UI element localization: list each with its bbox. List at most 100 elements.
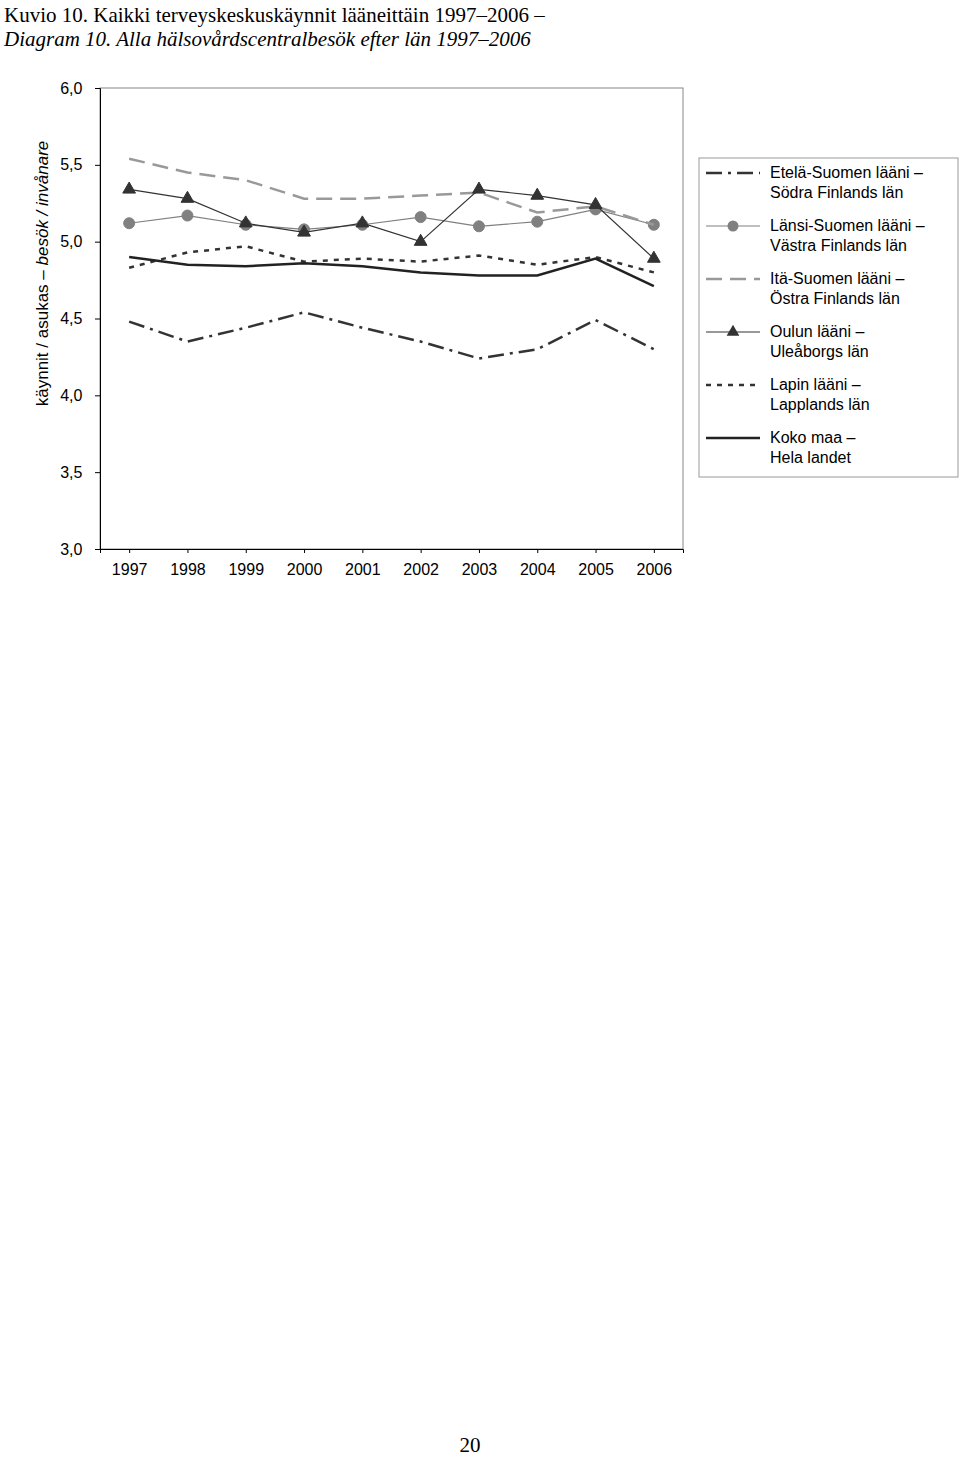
legend-label: Etelä-Suomen lääni –Södra Finlands län [770,164,923,201]
x-tick: 2004 [520,549,556,578]
y-tick-label: 4,5 [60,310,82,327]
x-tick-mark [129,549,130,553]
series-marker [415,212,426,223]
x-tick-label: 2004 [520,561,556,578]
x-tick: 2005 [578,549,614,578]
title: Kuvio 10. Kaikki terveyskeskuskäynnit lä… [4,3,545,27]
x-tick: 2006 [637,549,673,578]
x-tick-label: 2003 [462,561,498,578]
series-marker [532,216,543,227]
series-marker [414,234,427,245]
legend-marker [727,325,740,336]
series-marker [239,216,252,227]
subtitle: Diagram 10. Alla hälsovårdscentralbesök … [3,27,531,51]
x-tick: 2000 [287,549,323,578]
series-marker [589,197,602,208]
legend-swatch [706,384,760,387]
plot-area [123,159,660,359]
x-tick-mark [421,549,422,553]
legend: Etelä-Suomen lääni –Södra Finlands län Lä… [699,158,958,477]
series-marker [647,251,660,262]
legend-box [699,158,958,477]
y-tick-label: 4,0 [60,387,82,404]
x-tick-label: 1999 [228,561,264,578]
legend-item: Itä-Suomen lääni –Östra Finlands län [706,270,904,307]
y-tick-mark [95,319,100,320]
plot-frame [100,88,683,549]
series-marker [473,221,484,232]
x-tick: 2002 [403,549,439,578]
x-tick: 1999 [228,549,264,578]
series-marker [473,182,486,193]
legend-item: Etelä-Suomen lääni –Södra Finlands län [706,164,923,201]
x-axis: 1997 1998 1999 2000 2001 2002 2003 2004 2005 2006 [101,549,684,578]
x-tick-mark [537,549,538,553]
y-tick-label: 3,0 [60,541,82,558]
series-marker [182,210,193,221]
x-tick-mark [304,549,305,553]
x-tick-label: 2001 [345,561,381,578]
y-tick: 5,5 [60,156,100,173]
legend-item: Koko maa –Hela landet [706,429,855,466]
x-tick-mark [246,549,247,553]
chart: Kuvio 10. Kaikki terveyskeskuskäynnit lä… [0,0,960,1459]
legend-swatch [706,278,760,281]
y-tick: 5,0 [60,233,100,250]
y-tick-mark [95,88,100,89]
y-tick-mark [95,242,100,243]
y-axis-line [95,89,101,550]
series-marker [124,218,135,229]
y-axis: 3,0 3,5 4,0 4,5 5,0 5,5 6,0 [60,80,100,558]
series-line [129,159,654,225]
y-tick-label: 5,5 [60,156,82,173]
series-marker [531,188,544,199]
y-tick: 3,0 [60,541,100,558]
x-tick: 1998 [170,549,206,578]
legend-item: Länsi-Suomen lääni –Västra Finlands län [706,217,925,254]
legend-item: Oulun lääni –Uleåborgs län [706,323,869,360]
x-axis-line [101,550,684,554]
x-tick-label: 2005 [578,561,614,578]
series-line [129,189,654,258]
y-tick: 4,0 [60,387,100,404]
x-tick-mark [362,549,363,553]
x-tick-mark [596,549,597,553]
page-number: 20 [460,1433,481,1457]
series-marker [298,225,311,236]
series-line [129,257,654,286]
legend-swatch [706,437,760,440]
x-tick: 2003 [462,549,498,578]
x-tick-mark [479,549,480,553]
legend-label: Lapin lääni –Lapplands län [770,376,870,413]
x-tick-mark [654,549,655,553]
series-marker [123,182,136,193]
x-tick: 1997 [112,549,148,578]
y-tick-label: 3,5 [60,464,82,481]
legend-swatch [706,172,760,175]
series-line [129,312,654,358]
y-tick-mark [95,395,100,396]
series-marker [356,216,369,227]
x-tick-label: 2006 [637,561,673,578]
legend-label: Koko maa –Hela landet [770,429,855,466]
legend-item: Lapin lääni –Lapplands län [706,376,870,413]
x-tick-label: 2000 [287,561,323,578]
y-tick-mark [95,165,100,166]
x-tick-label: 1998 [170,561,206,578]
y-tick: 6,0 [60,80,100,97]
legend-label: Itä-Suomen lääni –Östra Finlands län [770,270,904,307]
series-line [129,209,654,229]
y-tick-mark [95,549,100,550]
x-tick-label: 1997 [112,561,148,578]
y-tick-mark [95,472,100,473]
y-tick-label: 5,0 [60,233,82,250]
series-marker [181,191,194,202]
legend-label: Oulun lääni –Uleåborgs län [770,323,869,360]
y-axis-title: käynnit / asukas – besök / invånare [33,141,52,407]
y-tick: 3,5 [60,464,100,481]
legend-label: Länsi-Suomen lääni –Västra Finlands län [770,217,925,254]
x-tick: 2001 [345,549,381,578]
x-tick-mark [187,549,188,553]
y-tick: 4,5 [60,310,100,327]
x-tick-label: 2002 [403,561,439,578]
